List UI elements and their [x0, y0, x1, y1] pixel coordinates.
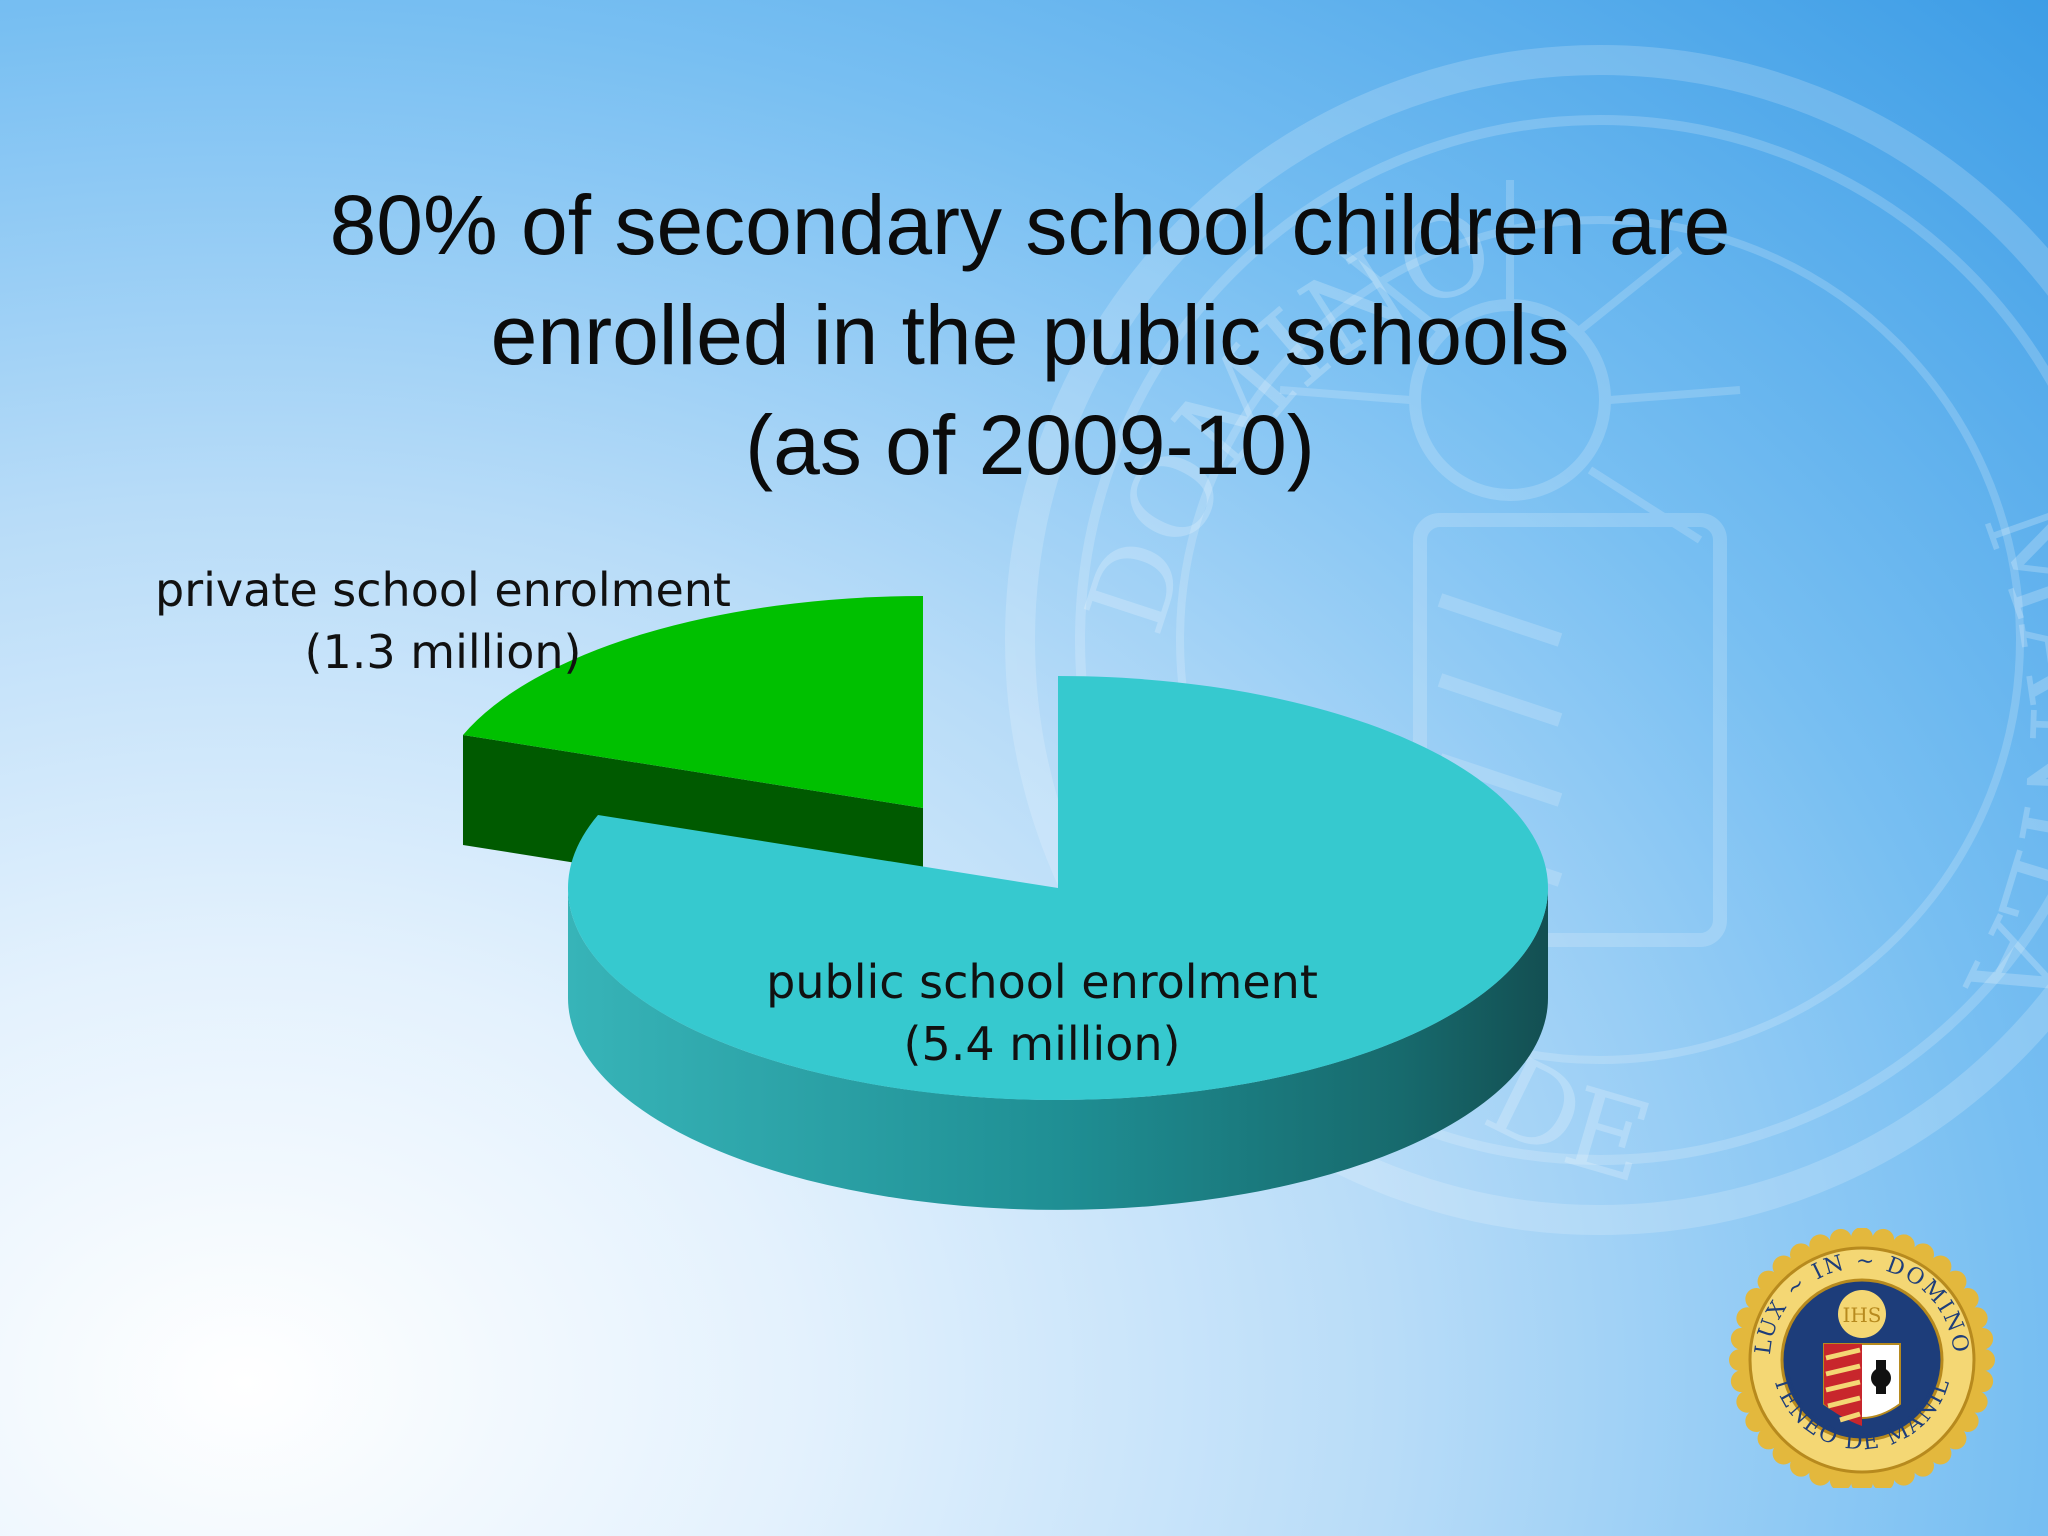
pie-label-public: public school enrolment [766, 955, 1318, 1009]
pie-slice-side-public [568, 888, 1548, 1210]
title-line-3: (as of 2009-10) [745, 398, 1315, 492]
ateneo-seal-logo: LUX ~ IN ~ DOMINO ATENEO DE MANILA IHS [1728, 1228, 1995, 1488]
logo-monogram: IHS [1842, 1303, 1881, 1327]
pie-slice-private-school-enrolment [462, 596, 923, 808]
logo-shield [1823, 1343, 1901, 1426]
pie-value-public: (5.4 million) [904, 1017, 1181, 1071]
slide-title: 80% of secondary school children are enr… [200, 170, 1860, 500]
pie-label-private: private school enrolment [155, 563, 731, 617]
pie-value-private: (1.3 million) [305, 625, 582, 679]
title-line-2: enrolled in the public schools [490, 288, 1570, 382]
pie-slice-public-school-enrolment [567, 676, 1548, 1100]
title-line-1: 80% of secondary school children are [329, 178, 1731, 272]
